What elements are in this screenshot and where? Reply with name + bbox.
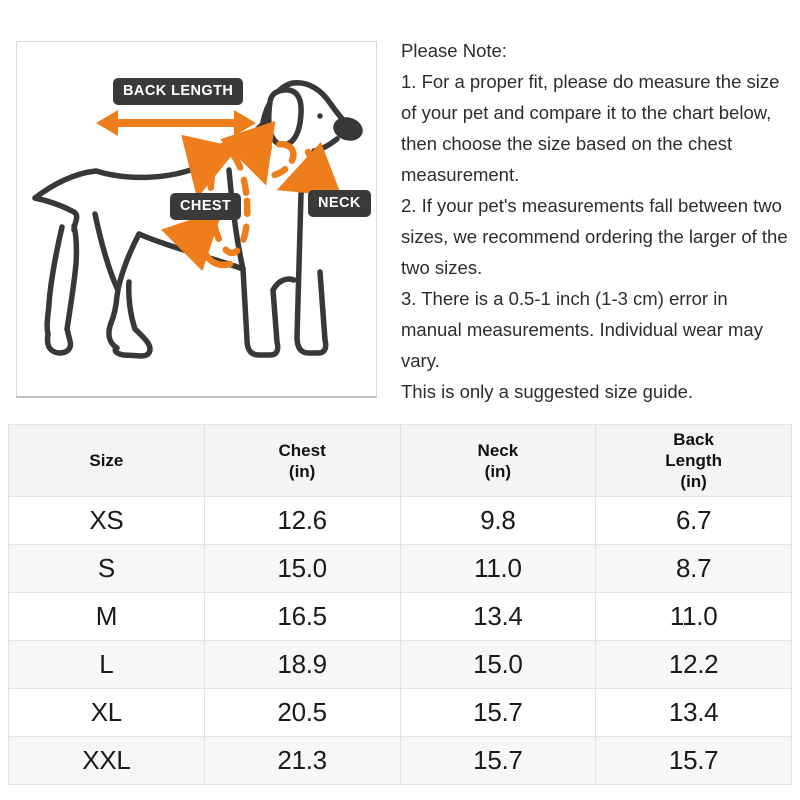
cell-neck: 9.8 [399,496,597,545]
cell-chest: 20.5 [203,688,401,737]
note-item-3: 3. There is a 0.5-1 inch (1-3 cm) error … [401,288,763,371]
cell-neck: 15.7 [399,736,597,785]
note-item-2: 2. If your pet's measurements fall betwe… [401,195,788,278]
cell-size: L [8,640,205,689]
size-chart-table: Size Chest (in) Neck (in) Back Length (i… [8,424,792,785]
cell-chest: 16.5 [203,592,401,641]
notes-section: Please Note: 1. For a proper fit, please… [401,35,793,407]
col-header-chest: Chest (in) [203,424,401,497]
cell-chest: 21.3 [203,736,401,785]
table-header-row: Size Chest (in) Neck (in) Back Length (i… [8,424,792,497]
cell-size: M [8,592,205,641]
cell-chest: 18.9 [203,640,401,689]
table-row-l: L 18.9 15.0 12.2 [8,640,792,689]
back-length-arrowhead-right [234,110,256,136]
cell-chest: 15.0 [203,544,401,593]
cell-neck: 11.0 [399,544,597,593]
cell-size: XL [8,688,205,737]
col-header-neck: Neck (in) [399,424,597,497]
col-header-size: Size [8,424,205,497]
cell-back-length: 6.7 [595,496,792,545]
dog-nose [333,117,363,141]
cell-neck: 15.0 [399,640,597,689]
cell-size: XS [8,496,205,545]
back-length-arrowhead-left [96,110,118,136]
table-row-xl: XL 20.5 15.7 13.4 [8,688,792,737]
table-row-s: S 15.0 11.0 8.7 [8,544,792,593]
note-footer: This is only a suggested size guide. [401,381,694,402]
table-row-xs: XS 12.6 9.8 6.7 [8,496,792,545]
dog-ear [265,87,304,148]
cell-chest: 12.6 [203,496,401,545]
cell-back-length: 12.2 [595,640,792,689]
chest-label: CHEST [170,193,242,220]
cell-size: S [8,544,205,593]
chest-arrow-arc-top [181,120,276,199]
back-length-label: BACK LENGTH [113,78,244,105]
cell-neck: 15.7 [399,688,597,737]
cell-neck: 13.4 [399,592,597,641]
dog-measurement-diagram: BACK LENGTH CHEST NECK [16,41,377,398]
cell-back-length: 8.7 [595,544,792,593]
cell-back-length: 11.0 [595,592,792,641]
cell-back-length: 15.7 [595,736,792,785]
table-row-xxl: XXL 21.3 15.7 15.7 [8,736,792,785]
neck-label: NECK [308,190,371,217]
chest-arrow-arc-bottom [161,208,234,271]
cell-size: XXL [8,736,205,785]
dog-eye [317,113,323,119]
cell-back-length: 13.4 [595,688,792,737]
note-item-1: 1. For a proper fit, please do measure t… [401,71,780,185]
notes-title: Please Note: [401,40,507,61]
table-row-m: M 16.5 13.4 11.0 [8,592,792,641]
dog-illustration [32,80,363,359]
col-header-back-length: Back Length (in) [595,424,792,497]
neck-arrow-arc [276,141,342,197]
